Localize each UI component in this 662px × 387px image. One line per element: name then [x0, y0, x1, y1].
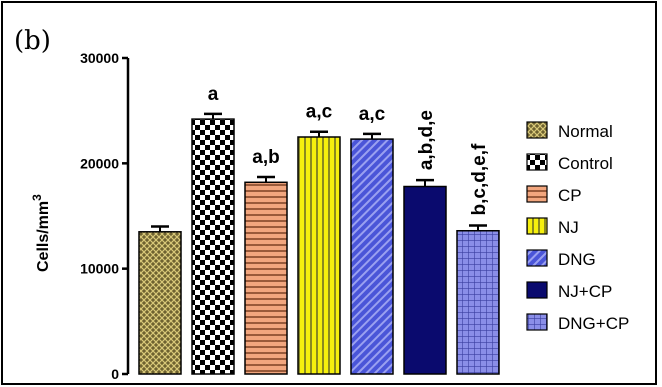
legend-entry: Control	[558, 154, 613, 173]
bars-group: a a,b a,c a,c a,b,d,e b,c,d,e,f	[138, 84, 500, 375]
y-axis: 0 10000 20000 30000	[80, 50, 130, 382]
bar-control	[191, 118, 235, 375]
y-axis-label-superscript: 3	[30, 194, 44, 201]
significance-label: a,b,d,e	[416, 110, 437, 170]
legend: Normal Control CP NJ DNG NJ+CP DNG+CP	[526, 121, 629, 333]
legend-swatch	[526, 313, 548, 331]
legend-entry: NJ	[558, 218, 579, 237]
significance-label: b,c,d,e,f	[469, 143, 490, 215]
significance-label: a,c	[359, 104, 386, 125]
y-tick-label: 20000	[80, 155, 119, 171]
legend-swatch	[526, 121, 548, 139]
y-tick-label: 10000	[80, 261, 119, 277]
bar-dng-cp	[456, 229, 500, 375]
legend-entry: Normal	[558, 122, 613, 141]
legend-entry: DNG+CP	[558, 314, 629, 333]
significance-label: a,c	[306, 102, 333, 123]
panel-label: (b)	[14, 26, 51, 56]
legend-entry: CP	[558, 186, 582, 205]
bar-normal	[138, 231, 182, 375]
y-axis-label: Cells/mm3	[30, 194, 52, 272]
y-tick-label: 0	[111, 366, 119, 382]
legend-swatch	[526, 153, 548, 171]
y-tick-label: 30000	[80, 50, 119, 66]
bar-nj	[297, 136, 341, 375]
y-axis-label-text: Cells/mm	[35, 201, 52, 272]
bar-cp	[244, 181, 288, 375]
legend-swatch	[526, 281, 548, 299]
legend-swatch	[526, 249, 548, 267]
bar-dng	[350, 138, 394, 375]
bar-nj-cp	[403, 185, 447, 375]
legend-swatch	[526, 185, 548, 203]
significance-label: a,b	[252, 147, 279, 168]
significance-label: a	[208, 84, 219, 105]
legend-swatch	[526, 217, 548, 235]
legend-entry: DNG	[558, 250, 596, 269]
legend-entry: NJ+CP	[558, 282, 612, 301]
